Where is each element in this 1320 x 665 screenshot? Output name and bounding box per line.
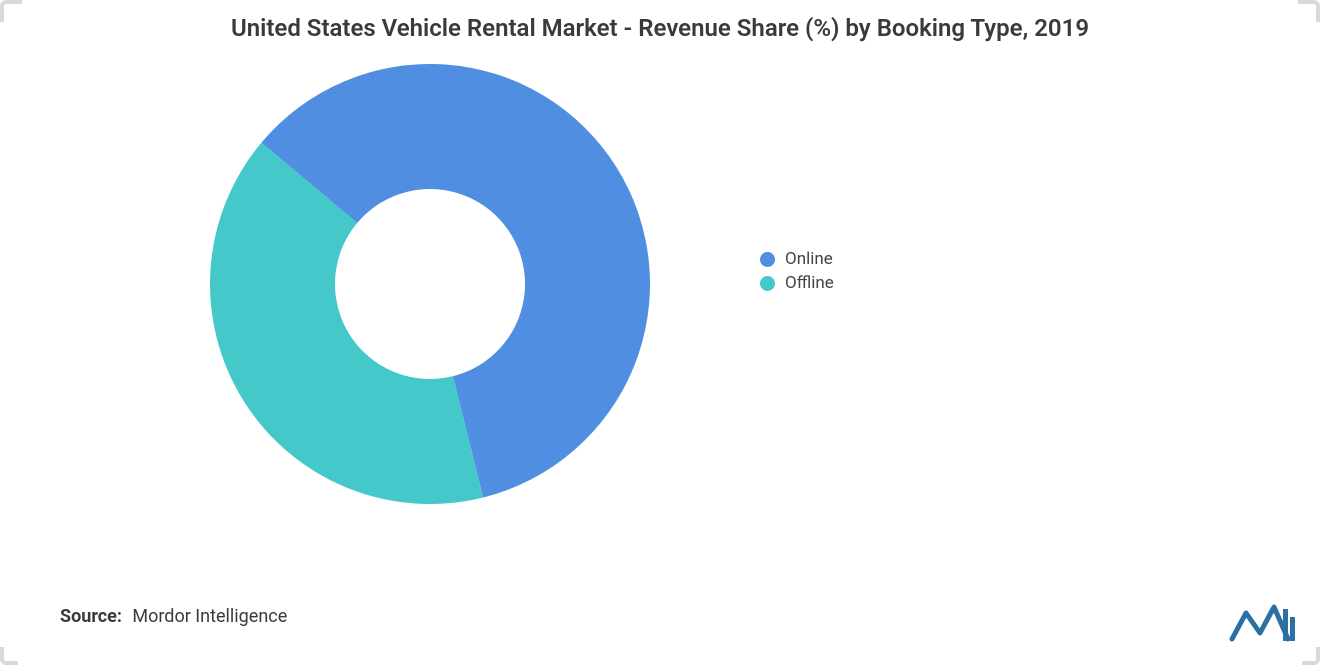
donut-chart: [210, 64, 650, 504]
source-text: Mordor Intelligence: [132, 606, 287, 627]
mordor-logo-icon: [1228, 599, 1298, 647]
source-label: Source:: [60, 606, 122, 627]
chart-title: United States Vehicle Rental Market - Re…: [110, 12, 1210, 44]
legend-swatch-icon: [760, 252, 775, 267]
legend-label: Offline: [785, 273, 834, 293]
source-line: Source: Mordor Intelligence: [60, 606, 287, 627]
donut-svg: [210, 64, 650, 504]
chart-container: United States Vehicle Rental Market - Re…: [0, 0, 1320, 665]
logo-bar: [1290, 617, 1295, 641]
logo-bar: [1283, 609, 1288, 641]
logo-stroke: [1232, 607, 1288, 639]
corner-decoration: [1302, 647, 1320, 665]
legend-swatch-icon: [760, 276, 775, 291]
legend-item-offline: Offline: [760, 273, 834, 293]
legend-label: Online: [785, 249, 833, 269]
legend-item-online: Online: [760, 249, 834, 269]
chart-area: Online Offline: [60, 54, 1260, 534]
donut-hole: [335, 189, 525, 379]
corner-decoration: [0, 647, 18, 665]
legend: Online Offline: [760, 249, 834, 293]
